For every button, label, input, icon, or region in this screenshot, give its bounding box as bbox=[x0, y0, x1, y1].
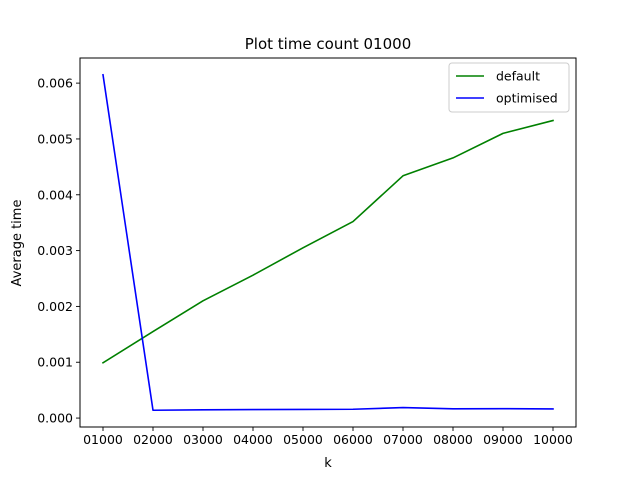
series-line-optimised bbox=[102, 73, 554, 412]
legend: default optimised bbox=[448, 62, 570, 113]
legend-label-optimised: optimised bbox=[496, 91, 558, 106]
x-tick-label: 01000 bbox=[83, 432, 123, 447]
y-tick-label: 0.006 bbox=[37, 76, 73, 91]
y-axis-ticks: 0.000 0.001 0.002 0.003 0.004 0.005 0.006 bbox=[37, 76, 80, 426]
y-tick-label: 0.001 bbox=[37, 355, 73, 370]
legend-label-default: default bbox=[496, 69, 540, 84]
x-tick-label: 04000 bbox=[233, 432, 273, 447]
y-tick-label: 0.004 bbox=[37, 187, 73, 202]
y-tick-label: 0.005 bbox=[37, 131, 73, 146]
x-axis-ticks: 01000 02000 03000 04000 05000 06000 07000 08000… bbox=[83, 427, 573, 447]
series-line-default bbox=[101, 119, 554, 364]
y-axis-label: Average time bbox=[10, 200, 25, 287]
y-tick-label: 0.002 bbox=[37, 299, 73, 314]
axes-frame bbox=[79, 57, 577, 428]
x-tick-label: 02000 bbox=[133, 432, 173, 447]
x-tick-label: 08000 bbox=[433, 432, 473, 447]
x-tick-label: 07000 bbox=[383, 432, 423, 447]
x-tick-label: 03000 bbox=[183, 432, 223, 447]
chart-title: Plot time count 01000 bbox=[245, 35, 412, 53]
plot-area bbox=[80, 58, 576, 427]
x-axis-label: k bbox=[324, 456, 332, 471]
x-tick-label: 05000 bbox=[283, 432, 323, 447]
x-tick-label: 10000 bbox=[533, 432, 573, 447]
x-tick-label: 06000 bbox=[333, 432, 373, 447]
y-tick-label: 0.000 bbox=[37, 411, 73, 426]
x-tick-label: 09000 bbox=[483, 432, 523, 447]
y-tick-label: 0.003 bbox=[37, 243, 73, 258]
series-lines bbox=[101, 73, 554, 412]
